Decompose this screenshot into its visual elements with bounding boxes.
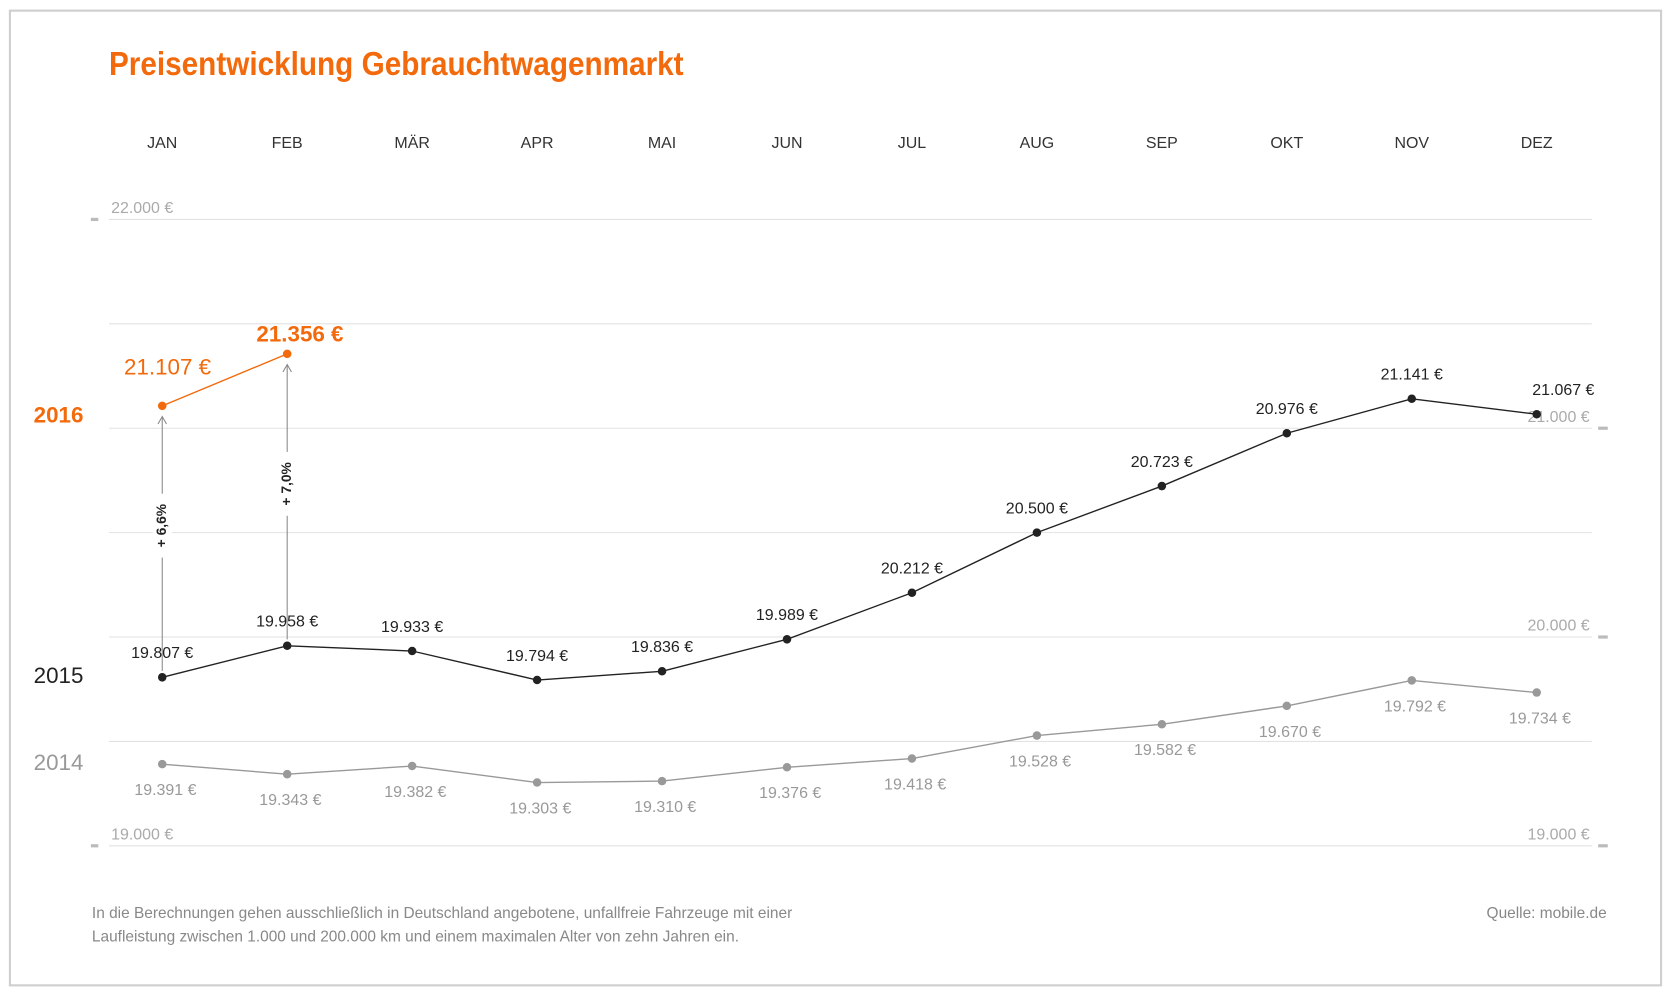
y-tick-label: 19.000 € [111,826,173,843]
data-point [1032,731,1042,740]
frame [8,9,1663,987]
data-point [1532,688,1541,697]
data-point [782,635,792,644]
data-point [1282,428,1292,438]
data-point [1532,409,1541,419]
y-tick-label: 22.000 € [111,200,173,217]
data-point [907,754,917,763]
data-point [282,349,292,359]
series-line [161,353,288,407]
value-label: 20.212 € [881,561,943,578]
chart-title: Preisentwicklung Gebrauchtwagenmarkt [109,45,684,82]
series-label: 2015 [34,663,84,688]
data-point [407,646,417,656]
x-tick-label: JAN [147,135,177,152]
data-point [1282,701,1292,711]
value-label: 19.343 € [259,792,321,809]
y2-tick-label: 20.000 € [1527,618,1589,635]
value-label: 19.418 € [884,776,946,793]
annotation: + 6,6% [153,504,169,547]
arrow-head [282,363,292,373]
value-label: 21.356 € [256,322,344,347]
x-tick-label: MÄR [394,134,430,152]
series-label: 2014 [34,750,84,775]
data-point [782,763,792,772]
series-line [162,679,1537,784]
series-label: 2016 [34,402,84,427]
value-label: 19.933 € [381,619,443,636]
y2-tick-label: 19.000 € [1527,826,1589,843]
data-point [1032,528,1042,537]
annotation-bg [152,493,172,558]
data-point [1407,676,1417,685]
value-label: 21.067 € [1532,382,1594,399]
value-label: 19.989 € [756,607,818,624]
data-point [407,761,417,771]
x-tick-label: SEP [1146,135,1178,152]
data-point [157,759,167,769]
footnote: Laufleistung zwischen 1.000 und 200.000 … [92,928,739,945]
data-point [532,675,542,685]
data-point [1157,481,1167,491]
value-label: 20.976 € [1256,401,1318,418]
x-tick-label: NOV [1394,135,1429,152]
x-tick-label: OKT [1270,135,1303,152]
value-label: 19.391 € [134,782,196,799]
series-line [162,398,1537,681]
value-label: 19.807 € [131,645,193,662]
value-label: 19.734 € [1509,710,1571,727]
value-label: 19.376 € [759,785,821,802]
value-label: 19.836 € [631,639,693,656]
x-tick-label: JUN [771,135,802,152]
value-label: 19.582 € [1134,742,1196,759]
data-point [282,641,292,651]
value-label: 19.303 € [509,800,571,817]
x-tick-label: AUG [1020,135,1055,152]
footnote: In die Berechnungen gehen ausschließlich… [92,905,792,922]
data-point [1157,720,1167,729]
y2-tick-label: 21.000 € [1527,409,1589,426]
source: Quelle: mobile.de [1487,905,1607,922]
x-tick-label: JUL [898,135,927,152]
data-point [282,769,292,779]
value-label: 20.500 € [1006,500,1068,517]
x-tick-label: FEB [272,135,303,152]
value-label: 19.382 € [384,784,446,801]
value-label: 19.310 € [634,799,696,816]
data-point [157,673,167,682]
value-label: 21.107 € [124,355,212,380]
data-point [532,778,542,787]
x-tick-label: APR [521,135,554,152]
x-tick-label: MAI [648,135,676,152]
data-point [657,666,667,676]
value-label: 19.528 € [1009,753,1071,770]
x-tick-label: DEZ [1521,135,1553,152]
data-point [657,776,667,786]
value-label: 19.794 € [506,648,568,665]
data-point [907,588,917,598]
arrow-head [157,415,167,425]
annotation-bg [277,451,297,516]
data-point [1407,394,1417,404]
annotation: + 7,0% [278,462,294,505]
value-label: 19.670 € [1259,724,1321,741]
value-label: 20.723 € [1131,454,1193,471]
value-label: 19.958 € [256,614,318,631]
data-point [157,401,167,411]
value-label: 19.792 € [1384,698,1446,715]
value-label: 21.141 € [1381,367,1443,384]
